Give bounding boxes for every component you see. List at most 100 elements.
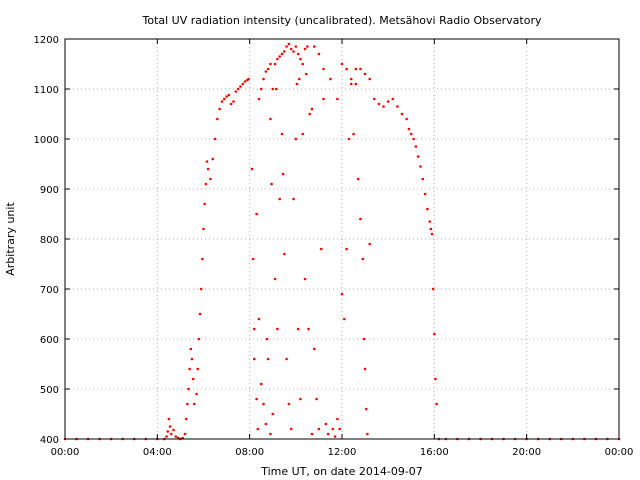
data-point [331, 427, 335, 431]
data-point [349, 82, 353, 86]
data-points [63, 42, 621, 441]
x-tick-label: 20:00 [512, 447, 541, 458]
x-axis-ticks: 00:00 04:00 08:00 12:00 16:00 20:00 00:00 [51, 39, 633, 458]
data-point [322, 67, 325, 71]
data-point [317, 52, 321, 56]
data-point [280, 52, 284, 56]
data-point [356, 177, 360, 181]
data-point [287, 42, 291, 46]
data-point [172, 428, 175, 432]
data-point [373, 97, 376, 101]
data-point [204, 182, 208, 186]
data-point [313, 45, 316, 48]
data-point [285, 45, 288, 48]
data-point [232, 100, 235, 103]
data-point [340, 292, 344, 296]
data-point [419, 165, 422, 168]
y-tick-label: 1100 [34, 85, 59, 96]
data-point [165, 435, 168, 438]
data-point [203, 202, 206, 206]
data-point [262, 402, 265, 406]
data-point [282, 50, 286, 53]
data-point [423, 192, 427, 196]
data-point [296, 52, 300, 56]
data-point [299, 57, 302, 61]
data-point [308, 112, 311, 116]
x-tick-label: 16:00 [420, 447, 449, 458]
data-point [227, 93, 231, 97]
data-point [313, 347, 316, 351]
data-point [201, 257, 204, 261]
data-point [416, 155, 420, 158]
data-point [282, 252, 286, 256]
data-point [301, 132, 305, 136]
data-point [269, 432, 272, 436]
data-point [352, 132, 355, 136]
data-point [190, 357, 194, 361]
data-point [205, 160, 209, 163]
data-point [362, 337, 366, 341]
data-point [366, 432, 369, 436]
x-tick-label: 08:00 [235, 447, 264, 458]
data-point [262, 77, 265, 81]
data-point [310, 432, 314, 436]
y-tick-label: 500 [40, 385, 59, 396]
y-tick-label: 900 [40, 185, 59, 196]
data-point [391, 97, 395, 101]
data-point [414, 145, 418, 148]
y-axis-label: Arbitrary unit [4, 202, 17, 276]
data-point [169, 432, 173, 436]
data-point [236, 87, 240, 91]
data-point [431, 287, 435, 291]
data-point [409, 132, 413, 136]
data-point [166, 430, 170, 433]
data-point [329, 77, 332, 81]
data-point [280, 132, 284, 136]
y-tick-label: 600 [40, 335, 59, 346]
y-tick-label: 800 [40, 235, 59, 246]
data-point [363, 367, 367, 371]
data-point [326, 432, 330, 436]
data-point [229, 102, 233, 106]
data-point [315, 397, 318, 401]
data-point [220, 100, 224, 103]
data-point [407, 127, 411, 131]
data-point [257, 97, 261, 101]
data-point [368, 77, 372, 81]
data-point [377, 102, 381, 106]
data-point [396, 105, 399, 108]
data-point [289, 47, 293, 51]
data-point [187, 387, 190, 391]
data-point [257, 317, 261, 321]
data-point [273, 62, 277, 66]
x-axis-label: Time UT, on date 2014-09-07 [260, 465, 423, 478]
data-point [281, 172, 285, 176]
data-point [198, 312, 202, 316]
data-point [412, 137, 415, 141]
data-point [209, 177, 212, 181]
data-point [294, 137, 298, 141]
data-point [270, 182, 273, 186]
data-point [324, 422, 328, 426]
data-point [197, 337, 201, 341]
x-tick-label: 04:00 [143, 447, 172, 458]
data-point [239, 85, 242, 88]
data-point [361, 257, 365, 261]
y-axis-ticks: 400 500 600 700 800 900 1000 1100 1200 [34, 35, 619, 446]
data-point [426, 207, 429, 211]
data-point [168, 425, 172, 428]
data-point [434, 377, 437, 381]
data-point [189, 347, 193, 351]
data-point [307, 327, 310, 331]
data-point [252, 327, 256, 331]
data-point [274, 87, 278, 91]
data-point [294, 45, 298, 48]
data-point [251, 257, 255, 261]
data-point [216, 117, 219, 121]
data-point [349, 77, 353, 81]
data-point [264, 422, 268, 426]
data-point [421, 177, 425, 181]
data-point [292, 197, 295, 201]
data-point [273, 277, 277, 281]
